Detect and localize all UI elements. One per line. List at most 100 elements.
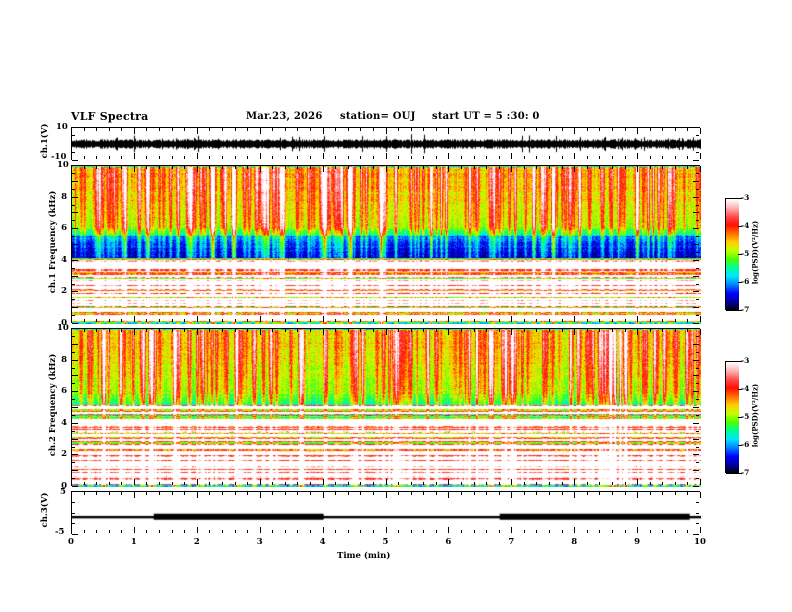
tick-mark	[693, 486, 699, 487]
tick-mark	[360, 329, 361, 333]
tick-mark	[695, 368, 699, 369]
tick-mark	[675, 529, 676, 533]
tick-mark	[285, 329, 286, 333]
tick-mark	[423, 166, 424, 170]
colorbar-ch2-label: log(PSD)(V²/Hz)	[750, 383, 760, 448]
tick-mark	[693, 391, 699, 392]
tick-mark	[599, 155, 600, 159]
tick-mark	[72, 135, 76, 136]
tick-mark	[499, 318, 500, 322]
xtick-time-2: 2	[193, 537, 200, 547]
tick-mark	[297, 529, 298, 533]
tick-mark	[72, 276, 78, 277]
tick-mark	[72, 431, 76, 432]
tick-mark	[172, 155, 173, 159]
tick-mark	[84, 128, 85, 132]
tick-mark	[536, 318, 537, 322]
ytick-ch2-spectrogram: 8	[61, 354, 67, 365]
tick-mark	[222, 155, 223, 159]
tick-mark	[574, 492, 575, 498]
tick-mark	[373, 166, 374, 170]
tick-mark	[96, 529, 97, 533]
tick-mark	[222, 529, 223, 533]
tick-mark	[695, 189, 699, 190]
tick-mark	[184, 318, 185, 322]
tick-mark	[587, 329, 588, 333]
tick-mark	[222, 128, 223, 132]
tick-mark	[536, 329, 537, 333]
tick-mark	[448, 316, 449, 322]
tick-mark	[700, 166, 701, 172]
tick-mark	[549, 481, 550, 485]
tick-mark	[625, 166, 626, 170]
tick-mark	[72, 212, 78, 213]
tick-mark	[323, 316, 324, 322]
tick-mark	[549, 492, 550, 496]
tick-mark	[474, 318, 475, 322]
tick-mark	[209, 529, 210, 533]
tick-mark	[693, 470, 699, 471]
tick-mark	[693, 197, 699, 198]
tick-mark	[71, 329, 72, 335]
tick-mark	[134, 316, 135, 322]
tick-mark	[247, 329, 248, 333]
tick-mark	[72, 462, 76, 463]
tick-mark	[499, 329, 500, 333]
tick-mark	[625, 318, 626, 322]
tick-mark	[675, 128, 676, 132]
tick-mark	[524, 329, 525, 333]
tick-mark	[72, 336, 76, 337]
tick-mark	[695, 236, 699, 237]
tick-mark	[348, 329, 349, 333]
tick-mark	[121, 329, 122, 333]
tick-mark	[693, 375, 699, 376]
tick-mark	[297, 155, 298, 159]
tick-mark	[536, 128, 537, 132]
tick-mark	[159, 481, 160, 485]
tick-mark	[72, 454, 78, 455]
tick-mark	[695, 205, 699, 206]
tick-mark	[159, 166, 160, 170]
tick-mark	[172, 318, 173, 322]
tick-mark	[587, 529, 588, 533]
tick-mark	[272, 329, 273, 333]
tick-mark	[411, 492, 412, 496]
tick-mark	[524, 166, 525, 170]
tick-mark	[72, 478, 76, 479]
tick-mark	[693, 439, 699, 440]
tick-mark	[398, 481, 399, 485]
colorbar-tick-0-3: -6	[741, 277, 750, 286]
tick-mark	[285, 481, 286, 485]
tick-mark	[373, 128, 374, 132]
tick-mark	[625, 329, 626, 333]
tick-mark	[693, 260, 699, 261]
tick-mark	[360, 155, 361, 159]
tick-mark	[323, 166, 324, 172]
tick-mark	[625, 128, 626, 132]
tick-mark	[675, 166, 676, 170]
colorbar-tick-1-1: -4	[741, 384, 750, 393]
ytick-ch1-spectrogram: 2	[61, 286, 67, 297]
tick-mark	[662, 529, 663, 533]
tick-mark	[511, 166, 512, 172]
tick-mark	[146, 481, 147, 485]
tick-mark	[146, 155, 147, 159]
tick-mark	[423, 329, 424, 333]
tick-mark	[96, 155, 97, 159]
tick-mark	[323, 128, 324, 134]
tick-mark	[348, 155, 349, 159]
tick-mark	[695, 383, 699, 384]
tick-mark	[662, 492, 663, 496]
tick-mark	[323, 153, 324, 159]
tick-mark	[247, 481, 248, 485]
tick-mark	[474, 329, 475, 333]
tick-mark	[700, 316, 701, 322]
tick-mark	[159, 155, 160, 159]
tick-mark	[693, 276, 699, 277]
tick-mark	[695, 315, 699, 316]
tick-mark	[448, 329, 449, 335]
tick-mark	[373, 318, 374, 322]
tick-mark	[84, 155, 85, 159]
tick-mark	[247, 492, 248, 496]
tick-mark	[411, 529, 412, 533]
